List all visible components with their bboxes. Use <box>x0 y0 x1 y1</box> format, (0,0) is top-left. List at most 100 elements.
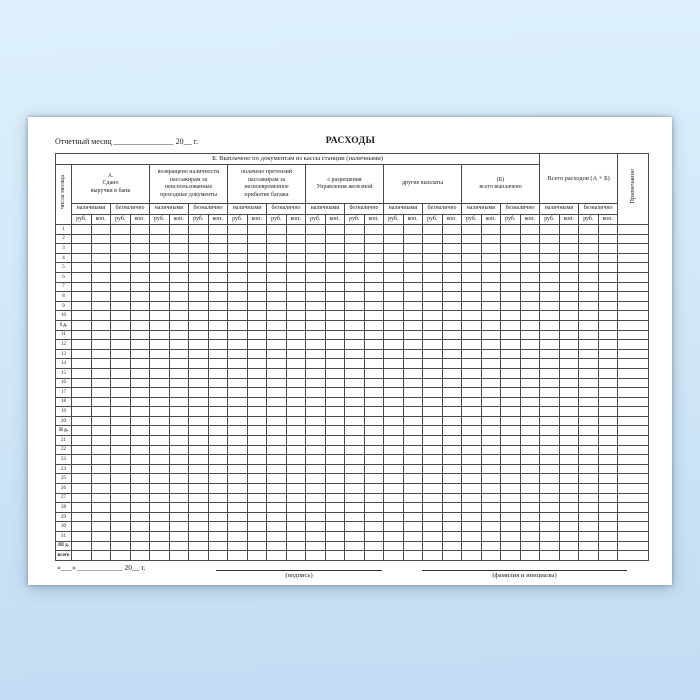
data-cell <box>519 339 541 350</box>
data-cell <box>480 444 501 456</box>
data-cell <box>558 377 580 389</box>
data-cell <box>324 483 345 494</box>
data-cell <box>305 291 326 302</box>
data-cell <box>149 406 170 417</box>
data-cell <box>207 233 228 245</box>
data-cell <box>305 281 326 293</box>
data-cell <box>129 243 150 254</box>
day-row-label: I д. <box>55 319 72 331</box>
data-cell <box>129 454 150 465</box>
note-cell <box>617 444 650 456</box>
data-cell <box>363 454 384 465</box>
data-cell <box>500 492 521 504</box>
note-cell <box>617 521 650 532</box>
data-cell <box>227 511 248 523</box>
data-cell <box>168 473 189 485</box>
data-cell <box>207 339 228 350</box>
data-cell <box>363 521 384 532</box>
data-cell <box>129 319 150 331</box>
group-header-5: другие выплаты <box>383 164 462 204</box>
data-cell <box>305 540 326 552</box>
data-cell <box>324 271 345 283</box>
data-cell <box>324 358 345 369</box>
noncash-subheader: безналично <box>110 203 150 215</box>
data-cell <box>149 454 170 465</box>
data-cell <box>305 377 326 389</box>
data-cell <box>324 310 345 321</box>
data-cell <box>188 310 209 321</box>
rub-subheader: руб. <box>344 214 365 225</box>
data-cell <box>168 435 189 446</box>
data-cell <box>227 435 248 446</box>
data-cell <box>422 252 443 264</box>
data-cell <box>558 329 580 341</box>
data-cell <box>578 521 599 532</box>
data-cell <box>266 348 287 360</box>
data-cell <box>363 224 384 235</box>
note-cell <box>617 396 650 408</box>
data-cell <box>71 367 92 379</box>
data-cell <box>324 492 345 504</box>
data-cell <box>383 262 404 273</box>
data-cell <box>344 348 365 360</box>
data-cell <box>597 291 619 302</box>
data-cell <box>188 358 209 369</box>
table-row: 25 <box>55 473 650 485</box>
data-cell <box>597 271 619 283</box>
data-cell <box>129 339 150 350</box>
data-cell <box>441 550 462 561</box>
data-cell <box>285 435 306 446</box>
data-cell <box>266 358 287 369</box>
data-cell <box>149 521 170 532</box>
data-cell <box>480 243 501 254</box>
data-cell <box>188 271 209 283</box>
data-cell <box>383 348 404 360</box>
table-row: III д. <box>55 540 650 552</box>
data-cell <box>266 473 287 485</box>
data-cell <box>402 358 423 369</box>
data-cell <box>383 224 404 235</box>
data-cell <box>227 358 248 369</box>
name-block: (фамилия и инициалы) <box>422 561 627 579</box>
data-cell <box>246 348 267 360</box>
data-cell <box>149 550 170 561</box>
data-cell <box>363 387 384 398</box>
note-cell <box>617 511 650 523</box>
data-cell <box>597 531 619 542</box>
name-line <box>422 561 627 571</box>
data-cell <box>363 358 384 369</box>
data-cell <box>558 310 580 321</box>
data-cell <box>90 473 111 485</box>
day-row-label: 29 <box>55 511 72 523</box>
data-cell <box>519 310 541 321</box>
data-cell <box>285 540 306 552</box>
data-cell <box>578 310 599 321</box>
table-row: 9 <box>55 300 650 312</box>
data-cell <box>558 492 580 504</box>
data-cell <box>110 224 131 235</box>
data-cell <box>285 377 306 389</box>
table-row: 5 <box>55 262 650 273</box>
data-cell <box>539 550 560 561</box>
data-cell <box>539 300 560 312</box>
note-cell <box>617 435 650 446</box>
data-cell <box>578 502 599 513</box>
data-cell <box>383 521 404 532</box>
data-cell <box>227 348 248 360</box>
data-cell <box>578 454 599 465</box>
data-cell <box>363 310 384 321</box>
data-cell <box>539 224 560 235</box>
data-cell <box>71 483 92 494</box>
data-cell <box>266 425 287 437</box>
data-cell <box>246 483 267 494</box>
data-cell <box>519 463 541 475</box>
data-cell <box>207 329 228 341</box>
note-cell <box>617 473 650 485</box>
data-cell <box>285 300 306 312</box>
data-cell <box>539 348 560 360</box>
data-cell <box>402 387 423 398</box>
data-cell <box>168 415 189 427</box>
data-cell <box>519 454 541 465</box>
day-row-label: 18 <box>55 396 72 408</box>
data-cell <box>266 271 287 283</box>
